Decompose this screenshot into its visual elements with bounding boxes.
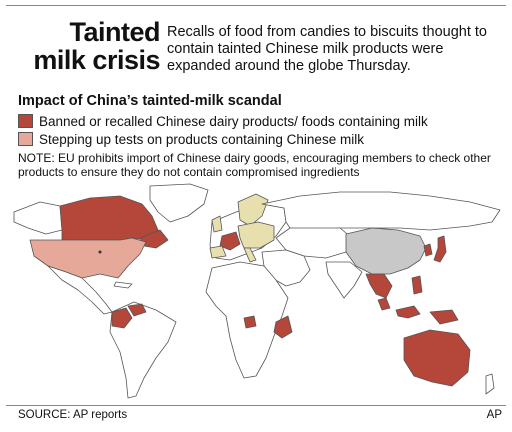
legend-item-banned: Banned or recalled Chinese dairy product… — [18, 113, 428, 129]
central-europe — [237, 221, 275, 249]
legend-swatch-banned — [18, 114, 33, 128]
malaysia — [377, 297, 391, 311]
united-kingdom — [211, 215, 223, 233]
tanzania — [273, 315, 293, 339]
spain — [209, 245, 227, 259]
australia — [403, 329, 471, 387]
source-line: SOURCE: AP reports — [18, 409, 128, 421]
south-america — [109, 301, 177, 399]
korea — [423, 243, 433, 257]
capital-dot — [98, 250, 102, 254]
new-guinea — [429, 309, 459, 325]
central-asia — [275, 227, 353, 259]
france — [219, 231, 241, 251]
scandinavia — [237, 193, 269, 227]
credit-line: AP — [486, 409, 502, 421]
dek-text: Recalls of food from candies to biscuits… — [167, 24, 487, 74]
headline: Tainted milk crisis — [12, 18, 160, 74]
headline-line-2: milk crisis — [33, 45, 160, 75]
legend-swatch-testing — [18, 132, 33, 146]
top-rule — [6, 5, 506, 6]
headline-line-1: Tainted — [69, 17, 161, 47]
colombia — [111, 307, 133, 329]
legend-heading: Impact of China’s tainted-milk scandal — [18, 93, 282, 109]
world-map — [0, 182, 512, 404]
gabon — [243, 315, 257, 329]
new-zealand — [485, 373, 495, 395]
china — [345, 227, 427, 275]
greenland — [149, 183, 209, 223]
caribbean — [113, 281, 133, 289]
philippines — [411, 275, 423, 295]
legend-label-banned: Banned or recalled Chinese dairy product… — [39, 113, 428, 129]
japan — [433, 235, 447, 263]
legend-item-testing: Stepping up tests on products containing… — [18, 131, 364, 147]
legend-label-testing: Stepping up tests on products containing… — [39, 131, 364, 147]
note-text: NOTE: EU prohibits import of Chinese dai… — [18, 151, 491, 179]
alaska — [13, 201, 63, 235]
india — [325, 261, 363, 299]
italy — [243, 247, 257, 263]
bottom-rule — [6, 405, 506, 406]
indonesia — [395, 305, 421, 319]
venezuela — [127, 303, 147, 317]
